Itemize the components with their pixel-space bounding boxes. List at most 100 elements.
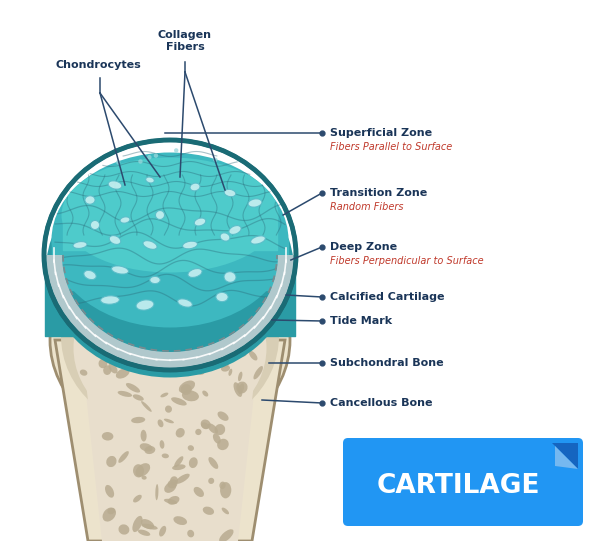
Ellipse shape [238,372,242,381]
Ellipse shape [190,295,202,308]
Ellipse shape [188,358,192,371]
Ellipse shape [199,294,205,305]
Ellipse shape [194,218,206,226]
Ellipse shape [221,507,229,514]
Ellipse shape [142,476,146,480]
Polygon shape [552,443,578,469]
Ellipse shape [120,217,130,223]
Ellipse shape [162,453,169,458]
Ellipse shape [112,266,128,274]
Ellipse shape [244,313,248,320]
Ellipse shape [146,177,154,183]
Ellipse shape [238,384,244,394]
Ellipse shape [163,295,174,300]
Ellipse shape [152,346,158,352]
Ellipse shape [215,339,223,347]
Ellipse shape [102,302,114,316]
Ellipse shape [155,484,158,500]
Ellipse shape [108,181,122,189]
Ellipse shape [155,309,163,319]
Ellipse shape [190,312,201,319]
Ellipse shape [175,474,190,484]
Ellipse shape [120,311,127,316]
Ellipse shape [133,464,144,478]
Ellipse shape [104,351,110,358]
Ellipse shape [127,326,138,342]
Ellipse shape [216,292,228,302]
Circle shape [116,160,121,164]
Ellipse shape [208,457,218,469]
Ellipse shape [105,485,114,498]
Ellipse shape [104,351,110,358]
Ellipse shape [176,428,185,438]
Ellipse shape [221,359,229,367]
Ellipse shape [133,394,144,401]
Ellipse shape [195,429,202,435]
Ellipse shape [164,419,174,423]
Ellipse shape [133,516,143,532]
Ellipse shape [189,457,198,468]
Ellipse shape [163,295,174,300]
Ellipse shape [187,331,193,342]
Ellipse shape [133,394,144,401]
Ellipse shape [202,391,208,397]
Ellipse shape [141,519,154,529]
Ellipse shape [138,530,150,536]
Text: Deep Zone: Deep Zone [330,242,397,252]
Ellipse shape [241,305,250,314]
Ellipse shape [213,433,221,444]
Circle shape [147,155,152,160]
Ellipse shape [187,530,194,537]
Ellipse shape [107,508,115,514]
Ellipse shape [107,508,115,514]
FancyBboxPatch shape [343,438,583,526]
Ellipse shape [217,439,229,450]
Ellipse shape [249,351,257,360]
Ellipse shape [233,382,242,397]
Text: Superficial Zone: Superficial Zone [330,128,432,138]
Ellipse shape [61,240,279,432]
Ellipse shape [133,495,142,503]
Ellipse shape [141,401,152,412]
Ellipse shape [170,327,185,331]
Ellipse shape [224,189,236,197]
Ellipse shape [217,439,229,450]
Ellipse shape [101,296,119,304]
Ellipse shape [102,344,112,357]
Ellipse shape [190,183,200,191]
Circle shape [138,159,143,164]
Ellipse shape [84,270,96,280]
Ellipse shape [95,295,101,304]
Text: Fibers Perpendicular to Surface: Fibers Perpendicular to Surface [330,255,484,266]
Ellipse shape [236,381,248,393]
Ellipse shape [238,300,247,312]
Ellipse shape [159,526,166,537]
Ellipse shape [159,340,167,349]
Polygon shape [46,255,294,368]
Ellipse shape [244,335,254,342]
Ellipse shape [182,241,197,249]
Ellipse shape [187,331,193,342]
Ellipse shape [171,397,187,406]
Ellipse shape [133,516,143,532]
Ellipse shape [202,391,208,397]
Ellipse shape [188,445,194,451]
Ellipse shape [182,390,199,401]
Ellipse shape [225,325,238,333]
Ellipse shape [240,349,247,357]
Ellipse shape [223,353,231,361]
Ellipse shape [249,351,257,360]
Ellipse shape [106,456,116,467]
Ellipse shape [241,305,250,314]
Ellipse shape [168,496,179,505]
Ellipse shape [205,343,209,349]
Ellipse shape [189,457,198,468]
Ellipse shape [136,463,150,477]
Ellipse shape [207,359,213,367]
Ellipse shape [213,433,221,444]
Ellipse shape [109,341,117,350]
Ellipse shape [120,311,127,316]
Text: CARTILAGE: CARTILAGE [376,473,540,499]
Ellipse shape [229,369,232,376]
Ellipse shape [167,479,178,489]
